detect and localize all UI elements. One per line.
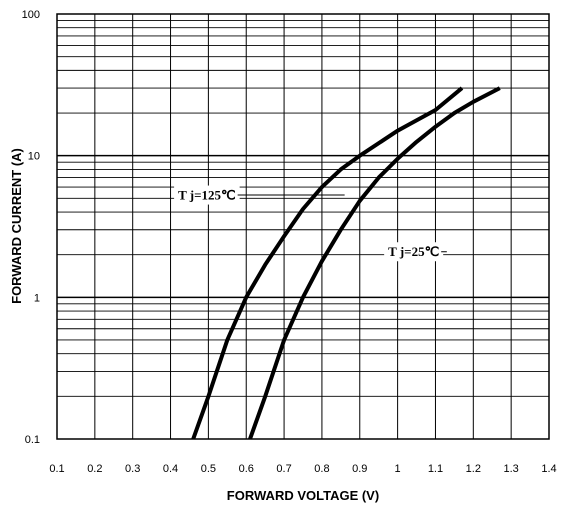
- x-tick-label: 0.2: [87, 463, 102, 475]
- annotation-tj25: T j=25℃: [388, 244, 439, 259]
- x-tick-labels: 0.1 0.2 0.3 0.4 0.5 0.6 0.7 0.8 0.9 1 1.1 1.2 1.3 1.4: [49, 463, 556, 475]
- y-tick-labels: 0.1 1 10 100: [22, 9, 40, 446]
- y-axis-title: FORWARD CURRENT (A): [9, 148, 24, 304]
- grid-lines: [57, 14, 549, 439]
- y-tick-label: 1: [34, 292, 40, 304]
- x-tick-label: 1.1: [428, 463, 443, 475]
- plot-area: [57, 14, 549, 439]
- annotation-box: [174, 185, 240, 205]
- x-tick-label: 0.9: [352, 463, 367, 475]
- x-tick-label: 1.4: [541, 463, 556, 475]
- series-line-1: [248, 86, 501, 440]
- x-tick-label: 1.3: [504, 463, 519, 475]
- x-tick-label: 0.3: [125, 463, 140, 475]
- x-tick-label: 0.6: [239, 463, 254, 475]
- plot-border: [56, 13, 550, 440]
- x-axis-title: FORWARD VOLTAGE (V): [227, 488, 379, 503]
- y-tick-label: 0.1: [25, 434, 40, 446]
- x-tick-label: 0.7: [276, 463, 291, 475]
- annotation-box: [384, 242, 444, 262]
- x-tick-label: 0.8: [314, 463, 329, 475]
- annotation-tj125: T j=125℃: [178, 188, 236, 203]
- curves: [191, 86, 501, 440]
- x-tick-label: 0.4: [163, 463, 178, 475]
- y-tick-label: 10: [28, 151, 40, 163]
- series-line-0: [191, 86, 464, 440]
- y-tick-label: 100: [22, 9, 40, 21]
- x-tick-label: 1: [395, 463, 401, 475]
- x-tick-label: 0.1: [49, 463, 64, 475]
- annotation-boxes: [174, 185, 447, 262]
- x-tick-label: 1.2: [466, 463, 481, 475]
- x-tick-label: 0.5: [201, 463, 216, 475]
